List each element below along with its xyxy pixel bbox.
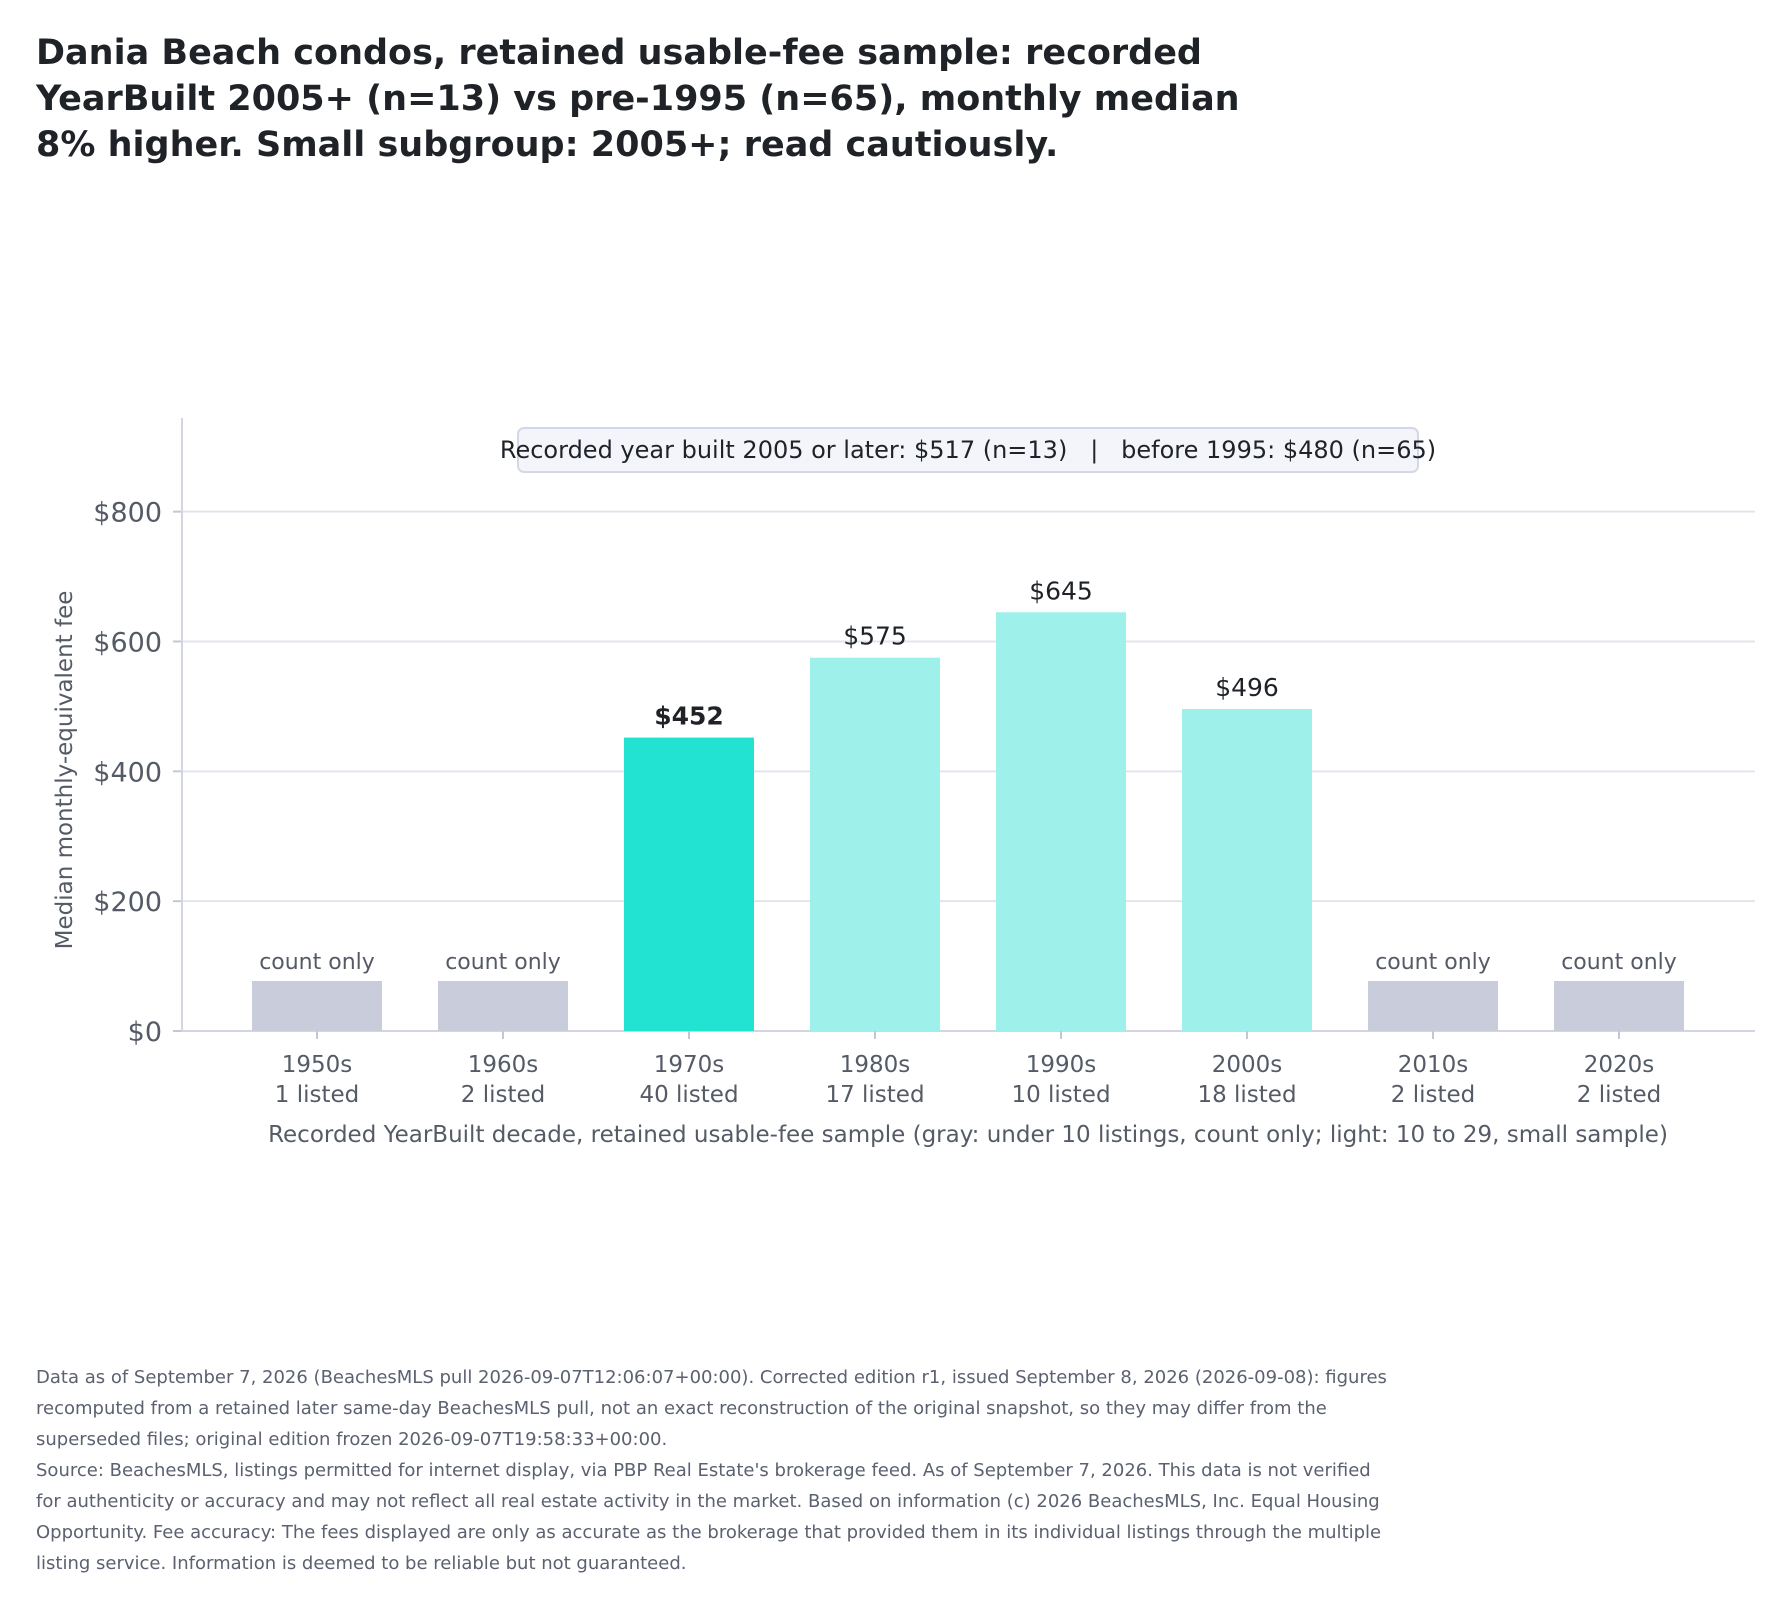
y-tick-label: $600 bbox=[93, 627, 162, 658]
annotation-text: Recorded year built 2005 or later: $517 … bbox=[500, 436, 1436, 464]
bar-2020s bbox=[1554, 981, 1684, 1031]
footer-notes: Data as of September 7, 2026 (BeachesMLS… bbox=[36, 1362, 1396, 1579]
bar-1990s bbox=[996, 612, 1126, 1031]
x-tick-label: 1970s bbox=[654, 1052, 725, 1078]
x-tick-label: 1960s bbox=[468, 1052, 539, 1078]
y-tick-label: $0 bbox=[128, 1017, 162, 1048]
summary-annotation: Recorded year built 2005 or later: $517 … bbox=[500, 427, 1436, 473]
x-tick-label: 2020s bbox=[1584, 1052, 1655, 1078]
data-label: $496 bbox=[1215, 673, 1279, 702]
x-tick-count-label: 18 listed bbox=[1197, 1082, 1296, 1108]
bar-1970s bbox=[624, 737, 754, 1031]
x-tick-label: 2010s bbox=[1398, 1052, 1469, 1078]
y-axis-title: Median monthly-equivalent fee bbox=[52, 591, 78, 950]
count-only-label: count only bbox=[445, 950, 561, 975]
count-only-label: count only bbox=[1561, 950, 1677, 975]
x-tick-count-label: 40 listed bbox=[639, 1082, 738, 1108]
x-tick-count-label: 17 listed bbox=[825, 1082, 924, 1108]
x-tick-count-label: 2 listed bbox=[461, 1082, 545, 1108]
y-tick-label: $800 bbox=[93, 498, 162, 529]
bar-1960s bbox=[438, 981, 568, 1031]
data-label: $645 bbox=[1029, 576, 1093, 605]
count-only-label: count only bbox=[259, 950, 375, 975]
x-tick-count-label: 10 listed bbox=[1011, 1082, 1110, 1108]
x-tick-count-label: 2 listed bbox=[1577, 1082, 1661, 1108]
bar-chart: $0 $200 $400 $600 $800 1950s 1 listed count on… bbox=[52, 418, 1755, 1148]
x-tick-label: 1980s bbox=[840, 1052, 911, 1078]
bar-1980s bbox=[810, 657, 940, 1031]
data-note: Data as of September 7, 2026 (BeachesMLS… bbox=[36, 1367, 1387, 1450]
chart-title: Dania Beach condos, retained usable-fee … bbox=[36, 33, 1240, 165]
axes: $0 $200 $400 $600 $800 bbox=[93, 418, 1755, 1048]
labels: 1950s 1 listed count only 1960s 2 listed coun… bbox=[259, 576, 1677, 1108]
x-tick-count-label: 2 listed bbox=[1391, 1082, 1475, 1108]
x-tick-label: 1990s bbox=[1026, 1052, 1097, 1078]
annotation-box bbox=[517, 427, 1419, 473]
x-axis-title: Recorded YearBuilt decade, retained usab… bbox=[268, 1122, 1668, 1148]
data-label: $452 bbox=[654, 702, 724, 731]
count-only-label: count only bbox=[1375, 950, 1491, 975]
source-note: Source: BeachesMLS, listings permitted f… bbox=[36, 1460, 1382, 1574]
y-tick-label: $400 bbox=[93, 757, 162, 788]
grid-lines bbox=[182, 510, 1755, 903]
bar-1950s bbox=[252, 981, 382, 1031]
bar-2000s bbox=[1182, 708, 1312, 1031]
x-tick-count-label: 1 listed bbox=[275, 1082, 359, 1108]
x-tick-label: 2000s bbox=[1212, 1052, 1283, 1078]
bars bbox=[252, 612, 1684, 1031]
data-label: $575 bbox=[843, 622, 907, 651]
y-tick-label: $200 bbox=[93, 887, 162, 918]
bar-2010s bbox=[1368, 981, 1498, 1031]
x-tick-label: 1950s bbox=[282, 1052, 353, 1078]
